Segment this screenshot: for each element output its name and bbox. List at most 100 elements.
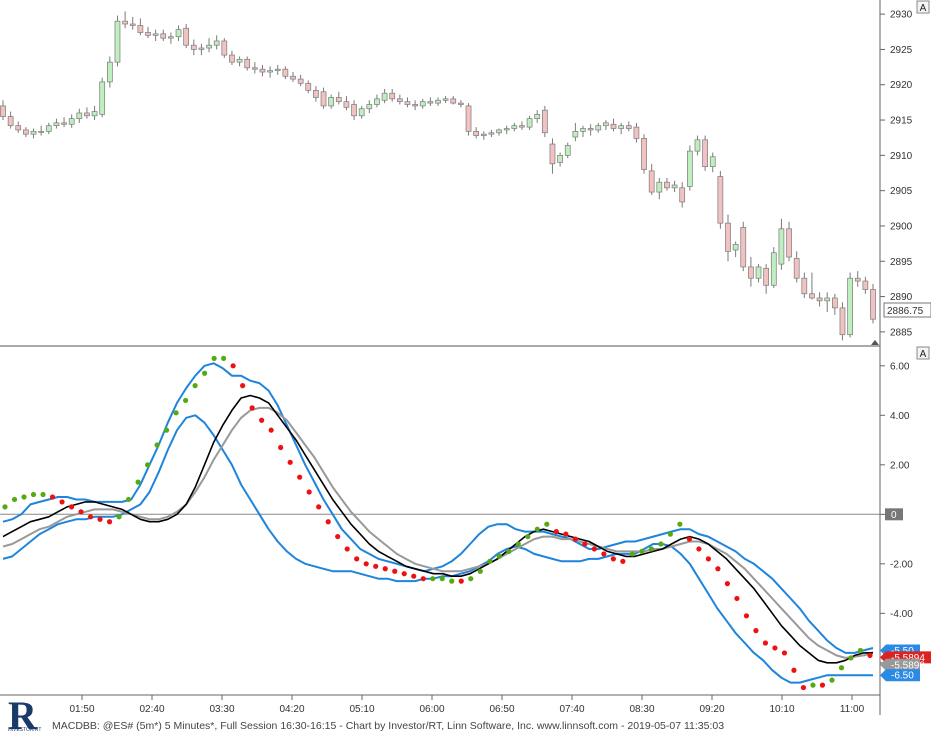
price-candle [694, 135, 701, 156]
price-candle [84, 107, 90, 119]
signal-line [2, 406, 874, 659]
time-tick-label: 01:50 [69, 704, 94, 715]
price-candle [793, 251, 800, 283]
macd-dot-down [724, 581, 731, 587]
macd-dot-up [477, 568, 483, 574]
macd-tick-label: -2.00 [890, 559, 913, 570]
time-axis: 01:50 02:40 03:30 04:20 05:10 06:00 06:50 07:40… [69, 695, 865, 715]
macd-dot-up [544, 521, 550, 527]
price-candle [839, 302, 846, 341]
price-candle [442, 96, 449, 104]
price-candle [648, 163, 655, 195]
macd-dot-down [762, 640, 769, 646]
macd-dot-up [534, 526, 540, 532]
price-candle [557, 152, 563, 167]
price-candle [541, 105, 548, 137]
macd-dot-down [344, 546, 350, 552]
time-tick-label: 03:30 [209, 704, 234, 715]
macd-dot-down [620, 558, 626, 564]
price-candle [160, 29, 167, 41]
macd-dot-up [857, 647, 864, 654]
macd-dot-up [639, 548, 645, 555]
price-candle [396, 94, 403, 105]
price-candle [335, 91, 342, 105]
macd-dot-up [144, 462, 151, 468]
macd-dot-down [278, 444, 284, 451]
macd-dot-down [800, 684, 807, 691]
macd-dot-down [582, 541, 588, 547]
price-tick-label: 2905 [890, 186, 913, 197]
price-candle [91, 105, 98, 121]
macd-dot-up [506, 548, 512, 555]
macd-dot-down [591, 546, 597, 552]
price-candle [748, 257, 754, 287]
macd-dot-down [734, 595, 740, 602]
price-candle [778, 218, 785, 270]
price-candle [572, 122, 579, 142]
top-pane-button[interactable]: A [916, 0, 930, 14]
price-candle [580, 125, 586, 137]
time-tick-label: 10:10 [769, 704, 794, 715]
pane-resize-triangle-icon[interactable] [871, 340, 879, 345]
price-candle [496, 128, 502, 136]
macd-dot-up [496, 553, 502, 559]
macd-dot-down [553, 529, 559, 535]
price-candle [686, 145, 693, 191]
time-tick-label: 06:50 [489, 704, 514, 715]
price-candle [15, 121, 22, 133]
price-candle [625, 121, 632, 132]
price-candle [641, 134, 647, 174]
price-candle [137, 18, 144, 36]
price-candle [38, 125, 45, 136]
price-candle [305, 80, 312, 94]
time-tick-label: 02:40 [139, 704, 164, 715]
price-candle [709, 152, 716, 173]
price-candle [656, 177, 663, 200]
macd-dot-down [705, 556, 712, 562]
macd-dot-down [411, 573, 417, 579]
macd-dot-down [791, 667, 797, 673]
price-candle [61, 117, 67, 128]
price-candle [343, 96, 350, 111]
price-candle [480, 131, 487, 140]
macd-dot-down [68, 504, 75, 510]
price-candle [206, 38, 212, 53]
macd-dot-up [154, 442, 160, 448]
macd-dot-down [240, 383, 246, 389]
macd-dot-down [59, 499, 65, 505]
price-candle [244, 56, 251, 71]
price-candle [610, 118, 617, 132]
macd-dot-up [449, 578, 455, 584]
macd-dot-up [30, 491, 37, 498]
price-candle [435, 97, 441, 106]
macd-tick-label: 0 [891, 510, 897, 521]
macd-dot-down [97, 516, 103, 522]
macd-dot-up [21, 494, 27, 500]
price-tick-label: 2895 [890, 257, 913, 268]
macd-tick-label: 4.00 [890, 411, 910, 422]
macd-dot-down [867, 652, 873, 658]
macd-dot-down [335, 533, 341, 540]
macd-dot-up [838, 665, 845, 671]
bottom-pane-button[interactable]: A [916, 346, 930, 360]
macd-line [2, 394, 874, 664]
macd-dot-up [648, 546, 654, 552]
macd-dot-up [810, 682, 816, 688]
macd-dot-up [468, 576, 474, 582]
lower-band-line [2, 414, 873, 684]
price-candle [732, 241, 739, 258]
macd-dot-down [686, 536, 692, 542]
price-tick-label: 2915 [890, 116, 913, 127]
price-candle [816, 292, 823, 307]
price-candle [595, 122, 602, 133]
time-tick-label: 11:00 [840, 704, 865, 715]
price-candle [801, 272, 808, 298]
price-candle [702, 135, 708, 171]
macd-dot-down [753, 628, 759, 634]
macd-dot-up [116, 514, 122, 520]
time-tick-label: 04:20 [279, 704, 304, 715]
price-candle [587, 124, 594, 136]
macd-dot-down [373, 563, 379, 569]
price-candle [603, 120, 609, 130]
macd-tick-label: 2.00 [890, 460, 910, 471]
